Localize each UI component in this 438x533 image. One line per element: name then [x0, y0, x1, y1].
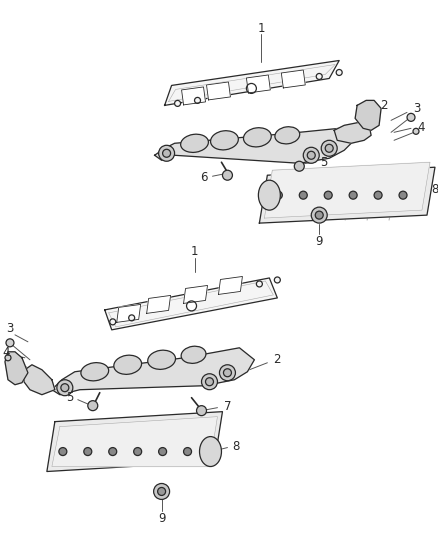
Polygon shape — [247, 75, 270, 93]
Circle shape — [311, 207, 327, 223]
Circle shape — [159, 448, 166, 456]
Text: 2: 2 — [380, 99, 388, 112]
Polygon shape — [259, 167, 435, 223]
Circle shape — [256, 281, 262, 287]
Text: 2: 2 — [274, 353, 281, 366]
Polygon shape — [24, 365, 55, 395]
Polygon shape — [109, 281, 273, 327]
Circle shape — [201, 374, 218, 390]
Circle shape — [315, 211, 323, 219]
Text: 4: 4 — [417, 121, 425, 134]
Text: 9: 9 — [315, 235, 323, 247]
Circle shape — [110, 319, 116, 325]
Polygon shape — [165, 61, 339, 106]
Circle shape — [59, 448, 67, 456]
Circle shape — [6, 339, 14, 347]
Circle shape — [321, 140, 337, 156]
Text: 8: 8 — [233, 440, 240, 453]
Polygon shape — [281, 70, 305, 88]
Circle shape — [158, 488, 166, 496]
Polygon shape — [206, 82, 230, 100]
Text: 3: 3 — [413, 102, 420, 115]
Text: 5: 5 — [66, 391, 74, 404]
Circle shape — [413, 128, 419, 134]
Circle shape — [134, 448, 141, 456]
Circle shape — [61, 384, 69, 392]
Text: 7: 7 — [224, 400, 231, 413]
Polygon shape — [105, 278, 277, 330]
Circle shape — [324, 191, 332, 199]
Text: 4: 4 — [2, 346, 10, 359]
Circle shape — [5, 355, 11, 361]
Text: 1: 1 — [258, 22, 265, 35]
Polygon shape — [52, 417, 218, 466]
Circle shape — [299, 191, 307, 199]
Polygon shape — [47, 411, 223, 472]
Polygon shape — [117, 304, 141, 322]
Ellipse shape — [200, 437, 222, 466]
Circle shape — [399, 191, 407, 199]
Circle shape — [374, 191, 382, 199]
Ellipse shape — [258, 180, 280, 210]
Circle shape — [187, 301, 197, 311]
Ellipse shape — [148, 350, 176, 369]
Ellipse shape — [181, 346, 206, 364]
Circle shape — [194, 98, 201, 103]
Text: 5: 5 — [321, 156, 328, 169]
Ellipse shape — [180, 134, 208, 152]
Polygon shape — [184, 286, 208, 303]
Circle shape — [184, 448, 191, 456]
Circle shape — [109, 448, 117, 456]
Circle shape — [274, 277, 280, 283]
Text: 9: 9 — [158, 512, 166, 525]
Circle shape — [129, 315, 134, 321]
Polygon shape — [155, 128, 354, 163]
Circle shape — [57, 379, 73, 395]
Circle shape — [407, 114, 415, 122]
Ellipse shape — [244, 128, 271, 147]
Polygon shape — [334, 123, 371, 143]
Polygon shape — [182, 87, 205, 105]
Circle shape — [336, 69, 342, 76]
Circle shape — [349, 191, 357, 199]
Circle shape — [219, 365, 236, 381]
Circle shape — [247, 84, 256, 93]
Ellipse shape — [81, 362, 109, 381]
Polygon shape — [169, 64, 335, 101]
Circle shape — [154, 483, 170, 499]
Circle shape — [197, 406, 206, 416]
Polygon shape — [147, 295, 170, 313]
Polygon shape — [265, 162, 430, 218]
Circle shape — [294, 161, 304, 171]
Circle shape — [162, 149, 170, 157]
Text: 3: 3 — [6, 322, 14, 335]
Circle shape — [88, 401, 98, 410]
Circle shape — [84, 448, 92, 456]
Polygon shape — [219, 277, 242, 294]
Circle shape — [205, 378, 213, 386]
Circle shape — [325, 144, 333, 152]
Text: 8: 8 — [431, 183, 438, 196]
Circle shape — [223, 369, 231, 377]
Text: 6: 6 — [200, 171, 207, 184]
Circle shape — [223, 170, 233, 180]
Circle shape — [307, 151, 315, 159]
Circle shape — [159, 146, 175, 161]
Circle shape — [175, 100, 180, 107]
Polygon shape — [5, 352, 28, 385]
Text: 1: 1 — [191, 245, 198, 257]
Ellipse shape — [211, 131, 238, 150]
Circle shape — [316, 74, 322, 79]
Polygon shape — [52, 348, 254, 395]
Circle shape — [303, 147, 319, 163]
Ellipse shape — [275, 127, 300, 144]
Circle shape — [274, 191, 283, 199]
Ellipse shape — [114, 355, 141, 374]
Polygon shape — [355, 100, 381, 131]
